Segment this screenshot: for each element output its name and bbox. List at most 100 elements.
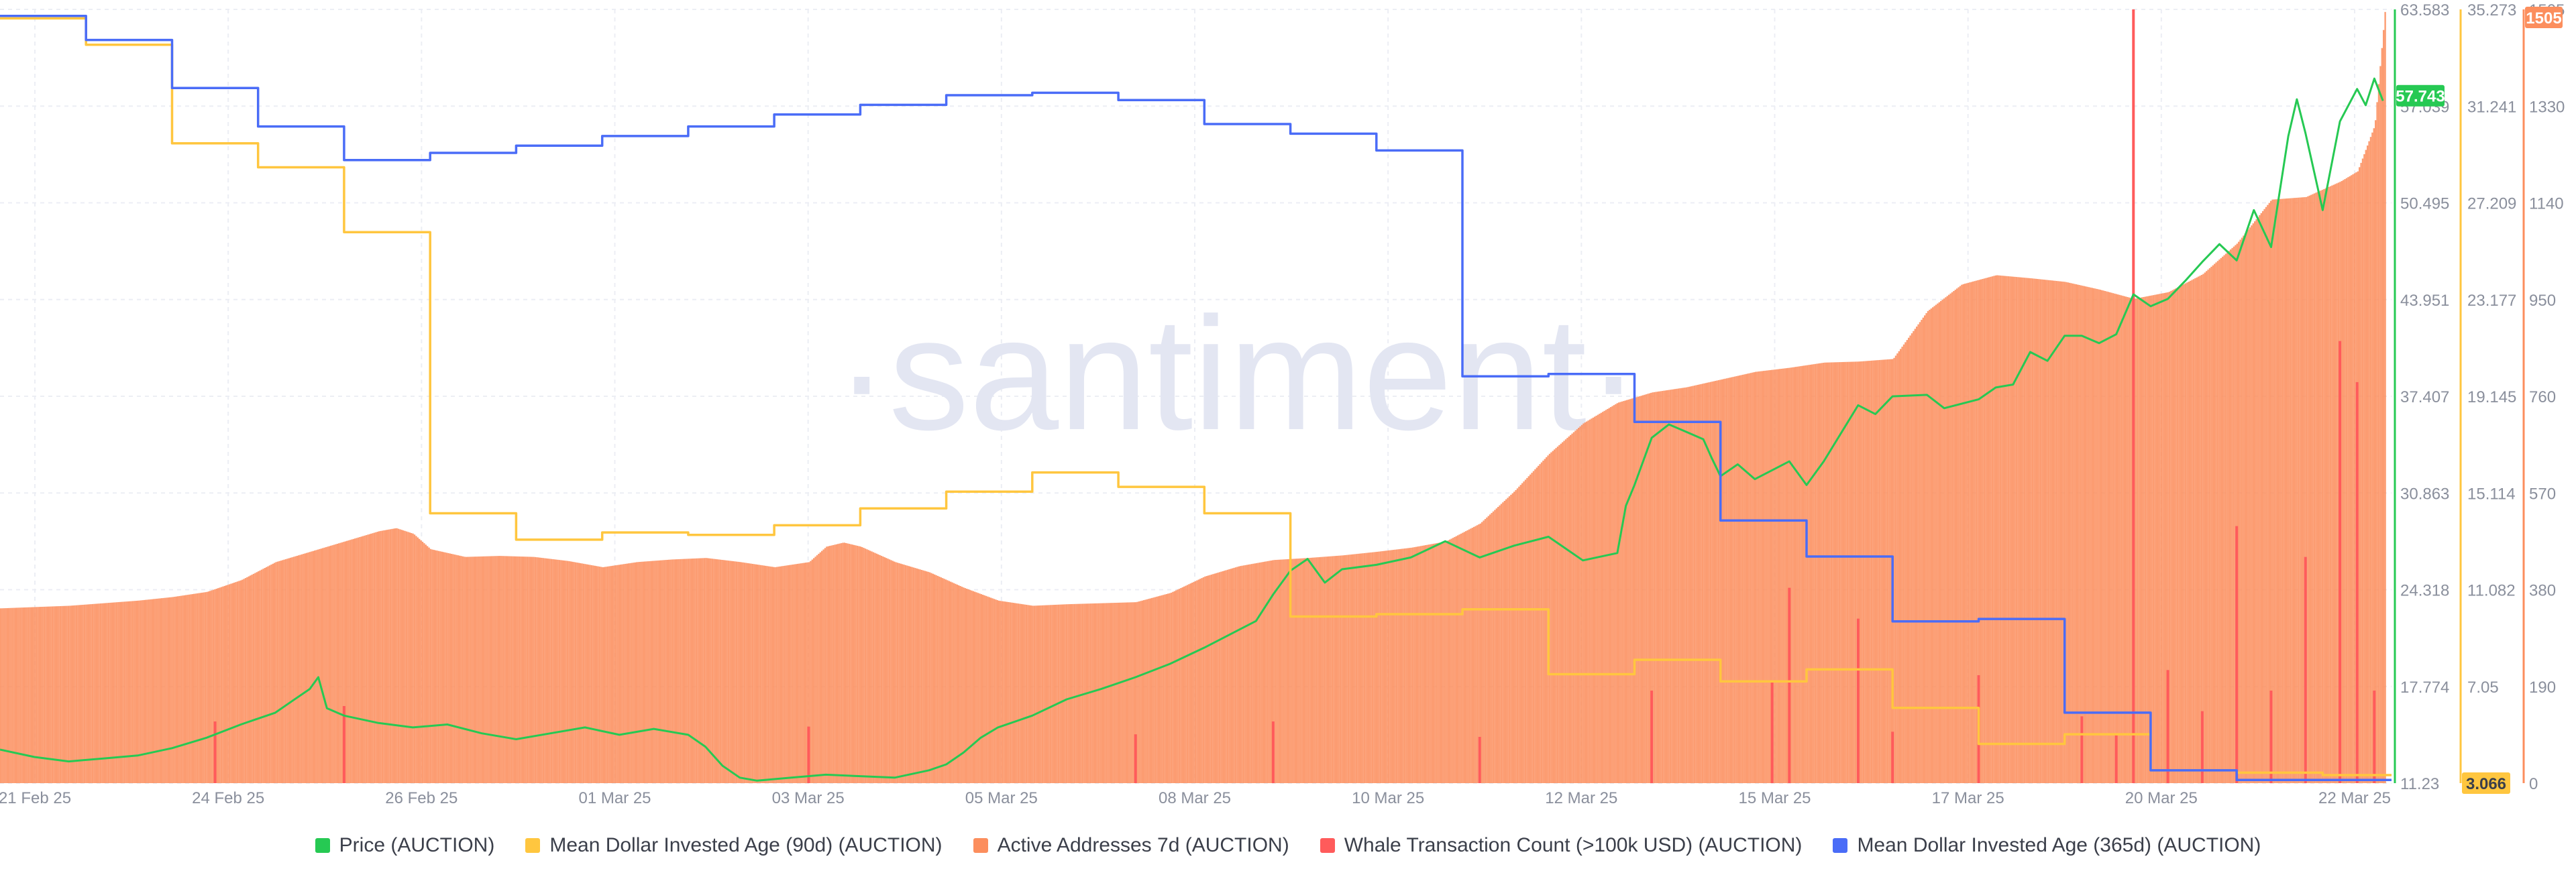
whale-transaction-bar [2166, 670, 2169, 783]
active-addresses-bar [2165, 292, 2167, 783]
active-addresses-bar [1144, 599, 1146, 783]
active-addresses-bar [56, 606, 58, 783]
axes: 63.58357.03950.49543.95137.40730.86324.3… [2394, 1, 2565, 794]
active-addresses-bar [2199, 276, 2201, 784]
active-addresses-bar [1586, 421, 1588, 783]
active-addresses-bar [521, 557, 523, 783]
active-addresses-bar [1130, 602, 1132, 783]
active-addresses-bar [1656, 392, 1658, 783]
active-addresses-bar [480, 556, 482, 783]
active-addresses-bar [1687, 387, 1689, 783]
active-addresses-bar [444, 552, 446, 783]
active-addresses-bar [437, 550, 440, 783]
active-addresses-bar [1611, 406, 1613, 783]
active-addresses-bar [758, 565, 760, 783]
active-addresses-bar [34, 607, 36, 783]
x-tick-label: 12 Mar 25 [1545, 789, 1617, 807]
active-addresses-bar [1580, 424, 1583, 783]
axis-tick-label-age90: 35.273 [2467, 1, 2516, 19]
active-addresses-bar [1418, 546, 1420, 783]
active-addresses-bar [1004, 601, 1006, 783]
active-addresses-bar [1352, 554, 1354, 783]
active-addresses-bar [568, 561, 570, 783]
active-addresses-bar [1835, 362, 1837, 783]
active-addresses-bar [1269, 561, 1271, 783]
active-addresses-bar [325, 547, 327, 783]
active-addresses-bar [1739, 375, 1741, 783]
active-addresses-bar [2180, 286, 2182, 784]
active-addresses-bar [101, 603, 103, 783]
active-addresses-bar [1296, 559, 1298, 783]
active-addresses-bar [1587, 420, 1589, 783]
active-addresses-bar [2067, 282, 2069, 784]
active-addresses-bar [875, 553, 877, 783]
active-addresses-bar [1289, 559, 1291, 783]
legend-item[interactable]: Active Addresses 7d (AUCTION) [973, 834, 1289, 857]
active-addresses-bar [2086, 286, 2088, 783]
active-addresses-bar [1927, 310, 1929, 783]
active-addresses-bar [388, 529, 390, 783]
active-addresses-bar [1854, 361, 1857, 783]
legend-item[interactable]: Mean Dollar Invested Age (365d) (AUCTION… [1833, 834, 2261, 857]
active-addresses-bar [1022, 604, 1024, 783]
active-addresses-bar [1357, 553, 1359, 783]
active-addresses-bar [613, 565, 615, 783]
active-addresses-bar [2088, 287, 2090, 784]
active-addresses-bar [1645, 394, 1648, 783]
active-addresses-bar [510, 556, 513, 783]
active-addresses-bar [5, 608, 7, 783]
active-addresses-bar [1128, 602, 1130, 783]
active-addresses-bar [24, 607, 26, 783]
active-addresses-bar [1151, 597, 1153, 783]
active-addresses-bar [1433, 543, 1435, 783]
active-addresses-bar [1668, 390, 1670, 783]
active-addresses-bar [191, 594, 193, 783]
legend-item[interactable]: Price (AUCTION) [315, 834, 494, 857]
active-addresses-bar [180, 595, 182, 783]
active-addresses-bar [1495, 508, 1497, 783]
active-addresses-bar [572, 561, 574, 783]
active-addresses-bar [119, 601, 121, 783]
active-addresses-bar [164, 597, 166, 783]
active-addresses-bar [1524, 479, 1527, 783]
active-addresses-bar [1708, 382, 1710, 783]
active-addresses-bar [486, 556, 488, 783]
active-addresses-bar [413, 534, 416, 783]
active-addresses-bar [531, 557, 533, 783]
active-addresses-bar [421, 542, 424, 783]
active-addresses-bar [1809, 364, 1811, 783]
active-addresses-bar [150, 599, 152, 783]
active-addresses-bar [1825, 362, 1827, 783]
x-tick-label: 22 Mar 25 [2318, 789, 2391, 807]
active-addresses-bar [1116, 602, 1118, 783]
whale-transaction-bar [1856, 618, 1860, 783]
active-addresses-bar [698, 558, 700, 783]
active-addresses-bar [1434, 543, 1436, 783]
active-addresses-bar [2255, 219, 2257, 783]
active-addresses-bar [2324, 188, 2326, 784]
active-addresses-bar [1336, 555, 1338, 783]
active-addresses-bar [602, 567, 604, 783]
whale-transaction-bar [2200, 711, 2204, 783]
active-addresses-bar [1478, 524, 1480, 783]
active-addresses-bar [1383, 550, 1385, 783]
active-addresses-bar [2284, 198, 2286, 784]
active-addresses-bar [637, 562, 639, 783]
active-addresses-bar [769, 566, 771, 783]
active-addresses-bar [1805, 365, 1807, 783]
active-addresses-bar [140, 600, 142, 783]
active-addresses-bar [1167, 593, 1169, 783]
legend-item[interactable]: Whale Transaction Count (>100k USD) (AUC… [1320, 834, 1802, 857]
active-addresses-bar [1516, 488, 1519, 783]
active-addresses-bar [131, 601, 134, 783]
active-addresses-bar [2159, 294, 2161, 783]
active-addresses-bar [2160, 293, 2163, 783]
active-addresses-bar [863, 548, 865, 783]
active-addresses-bar [1370, 552, 1372, 783]
active-addresses-bar [515, 556, 517, 783]
whale-transaction-bar [2373, 690, 2376, 783]
active-addresses-bar [2304, 197, 2306, 784]
active-addresses-bar [832, 544, 835, 783]
legend-item[interactable]: Mean Dollar Invested Age (90d) (AUCTION) [525, 834, 943, 857]
active-addresses-bar [2241, 237, 2243, 784]
